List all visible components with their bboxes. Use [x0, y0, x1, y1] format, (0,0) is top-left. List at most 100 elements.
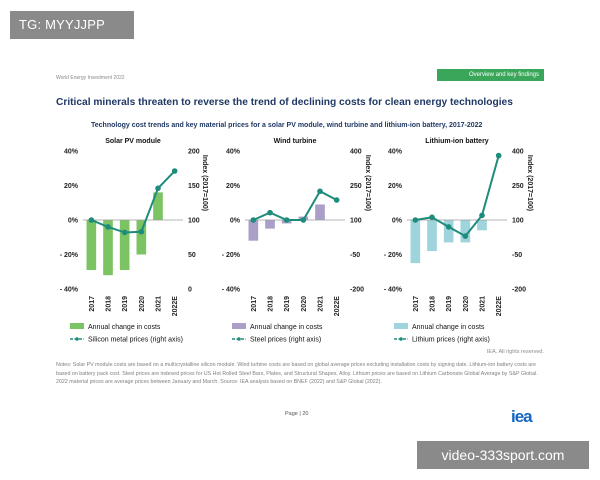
line-point — [121, 229, 128, 236]
y2-tick-label: -50 — [350, 252, 360, 259]
x-tick-label: 2020 — [463, 296, 470, 312]
y-tick-label: - 20% — [60, 252, 79, 259]
y2-tick-label: 200 — [188, 149, 200, 156]
line-point — [105, 224, 111, 230]
y2-tick-label: 100 — [350, 218, 362, 225]
x-tick-label: 2022E — [172, 296, 179, 317]
line-point — [479, 212, 485, 219]
y2-tick-label: -200 — [350, 287, 364, 294]
legend-swatch-bar — [394, 323, 408, 329]
x-tick-label: 2018 — [430, 296, 437, 312]
y-tick-label: - 40% — [384, 287, 403, 294]
legend-label: Annual change in costs — [250, 324, 323, 331]
y2-tick-label: 0 — [188, 287, 192, 294]
line-point — [155, 185, 161, 192]
panel-title: Wind turbine — [274, 138, 317, 145]
line-point — [267, 209, 273, 216]
y-tick-label: 0% — [230, 218, 241, 225]
figure-subtitle: Technology cost trends and key material … — [91, 122, 483, 129]
y2-tick-label: -50 — [512, 252, 522, 259]
y-tick-label: 40% — [226, 149, 241, 156]
bar — [86, 220, 97, 271]
legend-swatch-bar — [70, 323, 84, 329]
bar — [248, 220, 259, 241]
line-point — [138, 228, 145, 235]
bar — [443, 220, 454, 243]
y-tick-label: 40% — [388, 149, 403, 156]
y2-axis-label: Index (2017=100) — [526, 155, 533, 211]
y2-tick-label: 50 — [188, 252, 196, 259]
y2-tick-label: 100 — [512, 218, 524, 225]
line-point — [412, 217, 419, 223]
bar — [460, 220, 471, 243]
y2-axis-label: Index (2017=100) — [201, 155, 208, 211]
line-point — [250, 217, 257, 223]
watermark-top: TG: MYYJJPP — [10, 11, 134, 39]
y2-tick-label: 150 — [188, 183, 200, 190]
panel-title: Lithium-ion battery — [425, 138, 488, 145]
line-point — [462, 233, 469, 239]
y-tick-label: 0% — [392, 218, 403, 225]
series-line — [252, 189, 338, 221]
series-line — [415, 155, 500, 238]
bar — [265, 220, 275, 229]
line-point — [88, 217, 95, 223]
legend-marker — [237, 337, 241, 341]
y2-axis-label: Index (2017=100) — [364, 155, 371, 211]
x-tick-label: 2022E — [496, 296, 503, 317]
series-line — [90, 170, 176, 234]
iea-logo: iea — [511, 407, 533, 426]
legend-label: Steel prices (right axis) — [250, 337, 321, 344]
legend-label: Lithium prices (right axis) — [412, 337, 490, 344]
y2-tick-label: 400 — [350, 149, 362, 156]
bar — [477, 220, 487, 231]
y-tick-label: - 40% — [60, 287, 79, 294]
y2-tick-label: -200 — [512, 287, 526, 294]
x-tick-label: 2019 — [446, 296, 453, 312]
x-tick-label: 2018 — [106, 296, 113, 312]
line-point — [283, 217, 290, 223]
page-title: Critical minerals threaten to reverse th… — [56, 97, 513, 108]
x-tick-label: 2022E — [334, 296, 341, 317]
x-tick-label: 2020 — [139, 296, 146, 312]
y2-tick-label: 100 — [188, 218, 200, 225]
y2-tick-label: 250 — [350, 183, 362, 190]
y2-tick-label: 400 — [512, 149, 524, 156]
page-number: Page | 20 — [285, 411, 309, 417]
bar — [153, 192, 163, 220]
y-tick-label: - 40% — [222, 287, 241, 294]
panel-title: Solar PV module — [105, 138, 161, 145]
legend-swatch-bar — [232, 323, 246, 329]
line-point — [445, 224, 452, 230]
line-point — [171, 168, 178, 174]
y-tick-label: 40% — [64, 149, 79, 156]
bar — [136, 220, 147, 255]
line-point — [300, 217, 307, 223]
legend-label: Annual change in costs — [88, 324, 161, 331]
x-tick-label: 2021 — [480, 296, 487, 312]
figure-notes: Notes: Solar PV module costs are based o… — [56, 362, 538, 386]
y-tick-label: 20% — [226, 183, 241, 190]
y-tick-label: 20% — [388, 183, 403, 190]
line-point — [333, 197, 340, 203]
legend-marker — [75, 337, 79, 341]
legend-marker — [399, 337, 403, 341]
x-tick-label: 2017 — [251, 296, 258, 312]
x-tick-label: 2021 — [318, 296, 325, 312]
section-tab: Overview and key findings — [437, 69, 544, 81]
rights-notice: IEA. All rights reserved. — [486, 349, 544, 355]
x-tick-label: 2021 — [156, 296, 163, 312]
watermark-bottom: video-333sport.com — [417, 441, 589, 469]
y-tick-label: 20% — [64, 183, 79, 190]
x-tick-label: 2017 — [413, 296, 420, 312]
line-point — [317, 188, 323, 195]
y-tick-label: - 20% — [222, 252, 241, 259]
y-tick-label: 0% — [68, 218, 79, 225]
line-point — [429, 214, 435, 221]
x-tick-label: 2019 — [284, 296, 291, 312]
legend-label: Silicon metal prices (right axis) — [88, 337, 183, 344]
y-tick-label: - 20% — [384, 252, 403, 259]
y2-tick-label: 250 — [512, 183, 524, 190]
bar — [427, 220, 437, 252]
